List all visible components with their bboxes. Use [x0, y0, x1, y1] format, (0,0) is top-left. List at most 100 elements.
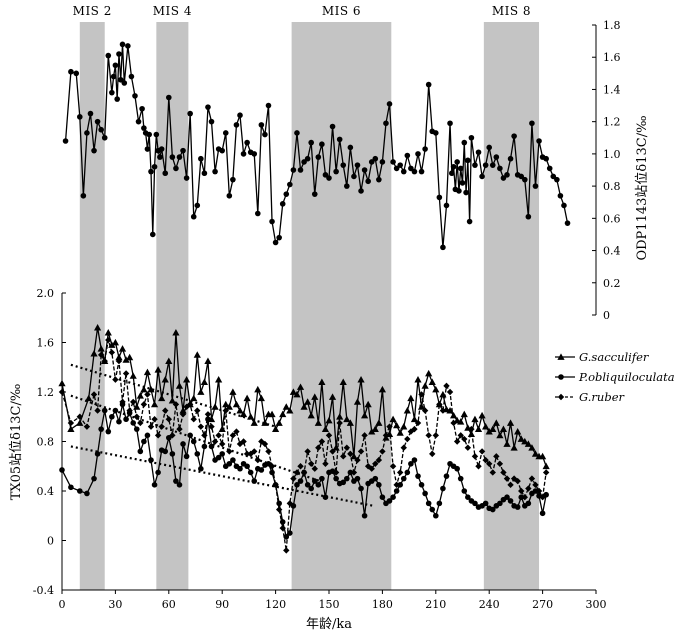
odp1143-point	[230, 176, 236, 183]
lower-y-tick-label: 0.8	[37, 436, 55, 449]
odp1143-point	[376, 176, 382, 183]
odp1143-point	[141, 125, 147, 131]
g-sacculifer-point	[289, 388, 297, 395]
p-obliquiloculata-point	[532, 488, 539, 494]
g-sacculifer-point	[457, 418, 465, 425]
g-ruber-point	[215, 432, 222, 439]
stage-label: MIS 2	[73, 4, 112, 18]
x-tick-label: 120	[265, 598, 286, 611]
g-sacculifer-point	[346, 419, 354, 426]
p-obliquiloculata-point	[166, 434, 172, 441]
odp1143-point	[101, 134, 108, 141]
odp1143-point	[77, 114, 83, 120]
g-ruber-point	[308, 460, 315, 467]
g-sacculifer-point	[232, 400, 241, 408]
g-ruber-point	[382, 432, 390, 439]
x-tick-label: 90	[215, 598, 229, 611]
odp1143-point	[219, 147, 225, 154]
lower-series	[58, 324, 550, 554]
g-ruber-point	[233, 428, 240, 435]
g-ruber-point	[219, 440, 226, 448]
odp1143-point	[117, 76, 124, 83]
g-ruber-point	[201, 432, 208, 439]
upper-y-tick-label: 0.2	[603, 277, 621, 290]
g-sacculifer-point	[300, 403, 308, 410]
p-obliquiloculata-point	[151, 482, 158, 488]
odp1143-point	[128, 73, 135, 80]
p-obliquiloculata-point	[91, 475, 97, 482]
odp1143-point	[561, 202, 567, 209]
odp1143-point	[329, 123, 336, 130]
x-tick-label: 60	[162, 598, 176, 611]
odp1143-point	[456, 188, 462, 194]
odp1143-point	[425, 81, 432, 88]
g-sacculifer-point	[126, 353, 134, 361]
g-ruber-point	[397, 469, 404, 476]
g-ruber-point	[450, 419, 457, 427]
odp1143-point	[311, 191, 318, 197]
g-sacculifer-point	[339, 378, 347, 385]
odp1143-point	[489, 162, 496, 168]
p-obliquiloculata-point	[354, 475, 361, 482]
p-obliquiloculata-point	[408, 460, 414, 467]
g-ruber-point	[76, 413, 83, 420]
odp1143-point	[400, 168, 407, 175]
odp1143-point	[146, 131, 153, 138]
g-sacculifer-point	[94, 324, 102, 331]
g-ruber-point	[197, 423, 205, 430]
g-sacculifer-point	[204, 357, 212, 364]
odp1143-point	[151, 163, 158, 170]
odp1143-point	[121, 80, 128, 86]
p-obliquiloculata-point	[415, 473, 421, 479]
odp1143-point	[290, 167, 297, 173]
g-ruber-point	[350, 469, 358, 476]
odp1143-point	[486, 144, 493, 151]
g-sacculifer-point	[250, 419, 258, 426]
odp1143-point	[276, 234, 282, 241]
p-obliquiloculata-point	[425, 500, 432, 507]
g-ruber-point	[186, 401, 194, 408]
odp1143-point	[190, 213, 197, 220]
odp1143-point	[304, 155, 311, 162]
g-ruber-point	[525, 485, 532, 492]
g-sacculifer-point	[482, 423, 490, 430]
p-obliquiloculata-point	[543, 491, 549, 498]
g-ruber-point	[461, 435, 468, 443]
p-obliquiloculata-point	[497, 500, 503, 507]
p-obliquiloculata-point	[489, 506, 496, 513]
g-sacculifer-point	[332, 444, 340, 451]
odp1143-point	[336, 136, 343, 143]
g-sacculifer-point	[425, 369, 433, 377]
g-ruber-point	[315, 444, 322, 451]
odp1143-point	[390, 159, 396, 165]
odp1143-point	[500, 175, 507, 181]
g-sacculifer-point	[521, 437, 529, 445]
g-sacculifer-point	[257, 394, 265, 402]
g-ruber-point	[115, 357, 123, 365]
odp1143-point	[308, 139, 315, 146]
p-obliquiloculata-point	[457, 475, 464, 482]
lower-y-axis-label: TX05站位δ13C/‰	[9, 384, 24, 501]
odp1143-point	[176, 154, 183, 160]
g-ruber-point	[439, 407, 447, 414]
odp1143-point	[201, 170, 208, 177]
g-sacculifer-point	[496, 431, 504, 439]
g-ruber-point	[208, 423, 215, 430]
odp1143-point	[233, 122, 240, 128]
upper-y-tick-label: 1.2	[603, 116, 621, 129]
g-sacculifer-point	[143, 368, 152, 376]
g-ruber-point	[251, 448, 258, 455]
p-obliquiloculata-point	[98, 426, 104, 432]
odp1143-point	[91, 147, 97, 154]
g-sacculifer-point	[364, 400, 372, 408]
g-ruber-point	[503, 475, 511, 482]
odp1143-point	[340, 162, 347, 168]
g-ruber-point	[268, 463, 276, 470]
p-obliquiloculata-point	[297, 478, 304, 484]
g-ruber-point	[389, 463, 397, 470]
g-sacculifer-point	[531, 450, 540, 457]
odp1143-point	[404, 152, 411, 159]
odp1143-point	[440, 244, 446, 251]
p-obliquiloculata-point	[251, 478, 258, 484]
